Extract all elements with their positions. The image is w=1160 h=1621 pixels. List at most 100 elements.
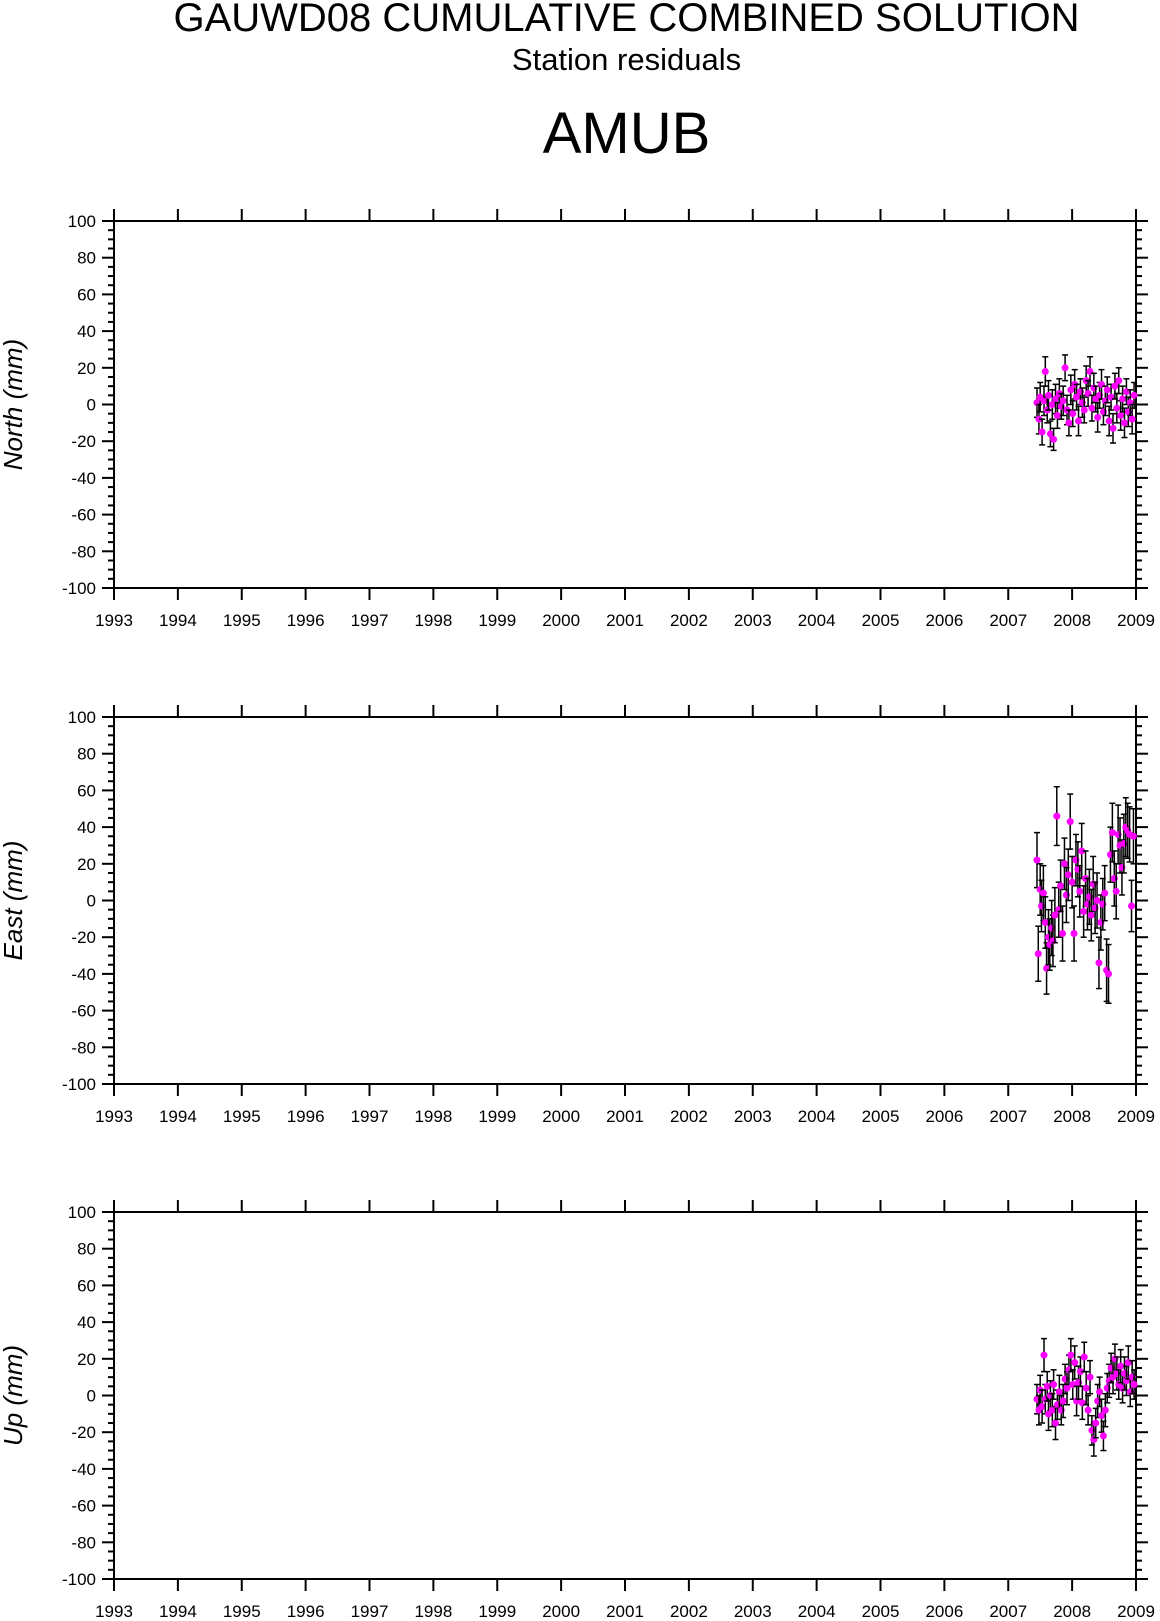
- data-point: [1112, 887, 1120, 895]
- x-tick-label: 2002: [670, 1107, 708, 1126]
- x-tick-label: 1996: [287, 1107, 325, 1126]
- y-tick-label: -40: [71, 1460, 96, 1479]
- data-point: [1088, 404, 1096, 412]
- x-tick-label: 2008: [1053, 611, 1091, 630]
- data-point: [1111, 382, 1119, 390]
- x-tick-label: 1997: [351, 1107, 389, 1126]
- data-point: [1065, 419, 1073, 427]
- x-tick-label: 1996: [287, 611, 325, 630]
- data-point: [1071, 1358, 1079, 1366]
- data-point: [1121, 419, 1129, 427]
- y-tick-label: 0: [87, 396, 96, 415]
- data-point: [1063, 1384, 1071, 1392]
- data-point: [1098, 1412, 1106, 1420]
- data-point: [1080, 908, 1088, 916]
- y-tick-label: 40: [77, 322, 96, 341]
- y-tick-label: -80: [71, 1533, 96, 1552]
- page-title: GAUWD08 CUMULATIVE COMBINED SOLUTION: [173, 0, 1080, 40]
- x-tick-label: 1998: [414, 1602, 452, 1621]
- x-tick-label: 2001: [606, 1602, 644, 1621]
- y-tick-label: -100: [62, 579, 96, 598]
- x-tick-label: 2005: [862, 1107, 900, 1126]
- x-tick-label: 2006: [925, 1602, 963, 1621]
- x-tick-label: 1997: [351, 611, 389, 630]
- y-axis-label: North (mm): [0, 339, 28, 470]
- y-tick-label: 40: [77, 1313, 96, 1332]
- data-point: [1109, 424, 1117, 432]
- y-tick-label: 80: [77, 1240, 96, 1259]
- y-tick-label: -20: [71, 432, 96, 451]
- y-axis-label: East (mm): [0, 841, 28, 961]
- data-point: [1046, 430, 1054, 438]
- data-point: [1040, 397, 1048, 405]
- x-tick-label: 2006: [925, 1107, 963, 1126]
- x-tick-label: 2002: [670, 1602, 708, 1621]
- data-point: [1055, 1388, 1063, 1396]
- y-tick-label: 60: [77, 285, 96, 304]
- x-tick-label: 1999: [478, 1602, 516, 1621]
- data-point: [1060, 860, 1068, 868]
- y-tick-label: -60: [71, 506, 96, 525]
- y-tick-label: 40: [77, 818, 96, 837]
- data-point: [1050, 435, 1058, 443]
- y-tick-label: -60: [71, 1497, 96, 1516]
- data-point: [1041, 919, 1049, 927]
- data-point: [1105, 417, 1113, 425]
- y-tick-label: -100: [62, 1075, 96, 1094]
- x-tick-label: 1995: [223, 1107, 261, 1126]
- y-tick-label: -100: [62, 1570, 96, 1589]
- plot-frame: [113, 1211, 1137, 1580]
- data-point: [1035, 415, 1043, 423]
- data-point: [1103, 386, 1111, 394]
- x-tick-label: 1994: [159, 1107, 197, 1126]
- x-tick-label: 2003: [734, 611, 772, 630]
- x-tick-label: 2007: [989, 1602, 1027, 1621]
- y-tick-label: 100: [68, 1203, 96, 1222]
- data-point: [1048, 401, 1056, 408]
- x-tick-label: 1997: [351, 1602, 389, 1621]
- data-point: [1067, 386, 1075, 394]
- x-tick-label: 1993: [95, 1602, 133, 1621]
- data-point: [1052, 395, 1060, 403]
- x-tick-label: 2002: [670, 611, 708, 630]
- x-tick-label: 1999: [478, 611, 516, 630]
- data-point: [1034, 950, 1042, 958]
- y-tick-label: 100: [68, 212, 96, 231]
- x-tick-label: 2004: [798, 1602, 836, 1621]
- data-point: [1101, 1406, 1109, 1414]
- data-point: [1078, 847, 1086, 855]
- y-tick-label: 20: [77, 359, 96, 378]
- y-tick-label: 0: [87, 1387, 96, 1406]
- data-point: [1084, 1406, 1092, 1414]
- x-tick-label: 2000: [542, 611, 580, 630]
- data-point: [1059, 397, 1067, 405]
- y-tick-label: 20: [77, 1350, 96, 1369]
- data-point: [1052, 1419, 1060, 1427]
- x-tick-label: 2003: [734, 1602, 772, 1621]
- y-axis-label: Up (mm): [0, 1345, 28, 1446]
- y-tick-label: 100: [68, 708, 96, 727]
- data-point: [1057, 882, 1065, 890]
- data-point: [1059, 930, 1067, 938]
- data-point: [1033, 856, 1041, 864]
- data-point: [1051, 911, 1059, 919]
- data-point: [1095, 959, 1103, 967]
- data-point: [1080, 406, 1088, 414]
- data-point: [1039, 889, 1047, 897]
- data-point: [1038, 428, 1046, 436]
- data-point: [1101, 889, 1109, 897]
- x-tick-label: 2003: [734, 1107, 772, 1126]
- data-point: [1069, 410, 1077, 418]
- x-tick-label: 2000: [542, 1107, 580, 1126]
- data-point: [1119, 395, 1127, 403]
- data-point: [1115, 377, 1123, 385]
- data-point: [1053, 812, 1061, 820]
- data-point: [1094, 413, 1102, 421]
- y-tick-label: -20: [71, 928, 96, 947]
- x-tick-label: 2007: [989, 1107, 1027, 1126]
- x-tick-label: 1995: [223, 1602, 261, 1621]
- data-point: [1041, 367, 1049, 375]
- data-point: [1061, 364, 1069, 372]
- x-tick-label: 1998: [414, 1107, 452, 1126]
